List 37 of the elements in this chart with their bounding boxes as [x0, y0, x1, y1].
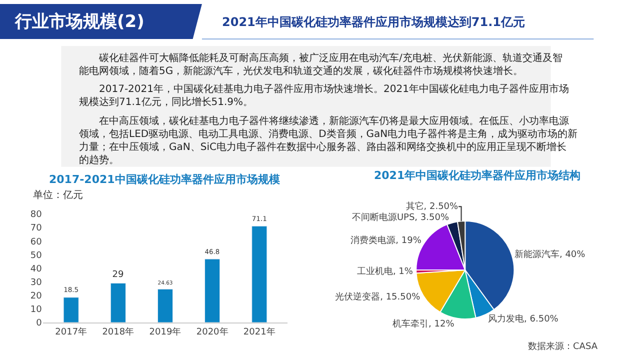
- text: 行业市场规模(2): [14, 12, 144, 32]
- text: 2021年中国碳化硅功率器件应用市场规模达到71.1亿元: [222, 15, 526, 29]
- chart-title: 2021年中国碳化硅功率器件应用市场结构: [374, 169, 581, 182]
- text: 2017-2021年，中国碳化硅基电力电子器件应用市场快速增长。2021年中国碳化硅电力电子器件应用市场规模达到71.1亿元，同比增长51.9%。: [79, 83, 569, 108]
- bar: [252, 226, 268, 322]
- chart-title: 2017-2021中国碳化硅功率器件应用市场规模: [49, 173, 281, 186]
- x-tick-label: 2020年: [196, 326, 228, 338]
- x-tick-label: 2017年: [55, 326, 88, 338]
- y-tick-label: 30: [30, 278, 42, 288]
- y-tick-label: 10: [30, 305, 42, 316]
- slice-label: 光伏逆变器, 15.50%: [335, 292, 421, 303]
- x-tick-label: 2018年: [102, 326, 134, 338]
- slice-label: 机车牵引, 12%: [392, 318, 455, 330]
- y-tick-label: 70: [30, 224, 42, 234]
- x-tick-label: 2019年: [149, 326, 182, 338]
- slice-label: 其它, 2.50%: [406, 201, 459, 212]
- y-tick-label: 40: [30, 264, 42, 274]
- bar: [204, 258, 220, 322]
- data-label: 29: [112, 270, 124, 280]
- text: 在中高压领域，碳化硅基电力电子器件将继续渗透，新能源汽车仍将是最大应用领域。在低压、小功率电源领域，包括LED驱动电源、电动工具电源、消费电源、D类音频，GaN电力电子器件将是主角，成为驱动市场的新力量；在中压领域，GaN、SiC电力电子器件在数据中心服务器、路由器和网络交换机中的应用正呈现不断增长的趋势。: [79, 115, 578, 166]
- x-tick-label: 2021年: [243, 326, 276, 338]
- text: 碳化硅器件可大幅降低能耗及可耐高压高频，被广泛应用在电动汽车/充电桩、光伏新能源、轨道交通及智能电网领域，随着5G，新能源汽车，光伏发电和轨道交通的发展，碳化硅器件市场规模将快速增长。: [79, 52, 562, 77]
- bar: [110, 282, 126, 322]
- y-tick-label: 50: [30, 250, 42, 261]
- slice-label: 工业机电, 1%: [356, 266, 414, 278]
- y-tick-label: 80: [30, 210, 42, 220]
- bar: [63, 297, 79, 322]
- slice-label: 不间断电源UPS, 3.50%: [352, 212, 450, 224]
- bar: [157, 288, 174, 322]
- y-axis-title: 单位：亿元: [33, 189, 83, 201]
- slice-label: 风力发电, 6.50%: [488, 314, 559, 325]
- y-tick-label: 0: [36, 318, 42, 329]
- slice-label: 消费类电源, 19%: [350, 235, 422, 246]
- y-tick-label: 60: [30, 237, 42, 248]
- slice-label: 新能源汽车, 40%: [514, 248, 586, 260]
- source-note: 数据来源：CASA: [528, 341, 598, 352]
- y-tick-label: 20: [30, 292, 42, 302]
